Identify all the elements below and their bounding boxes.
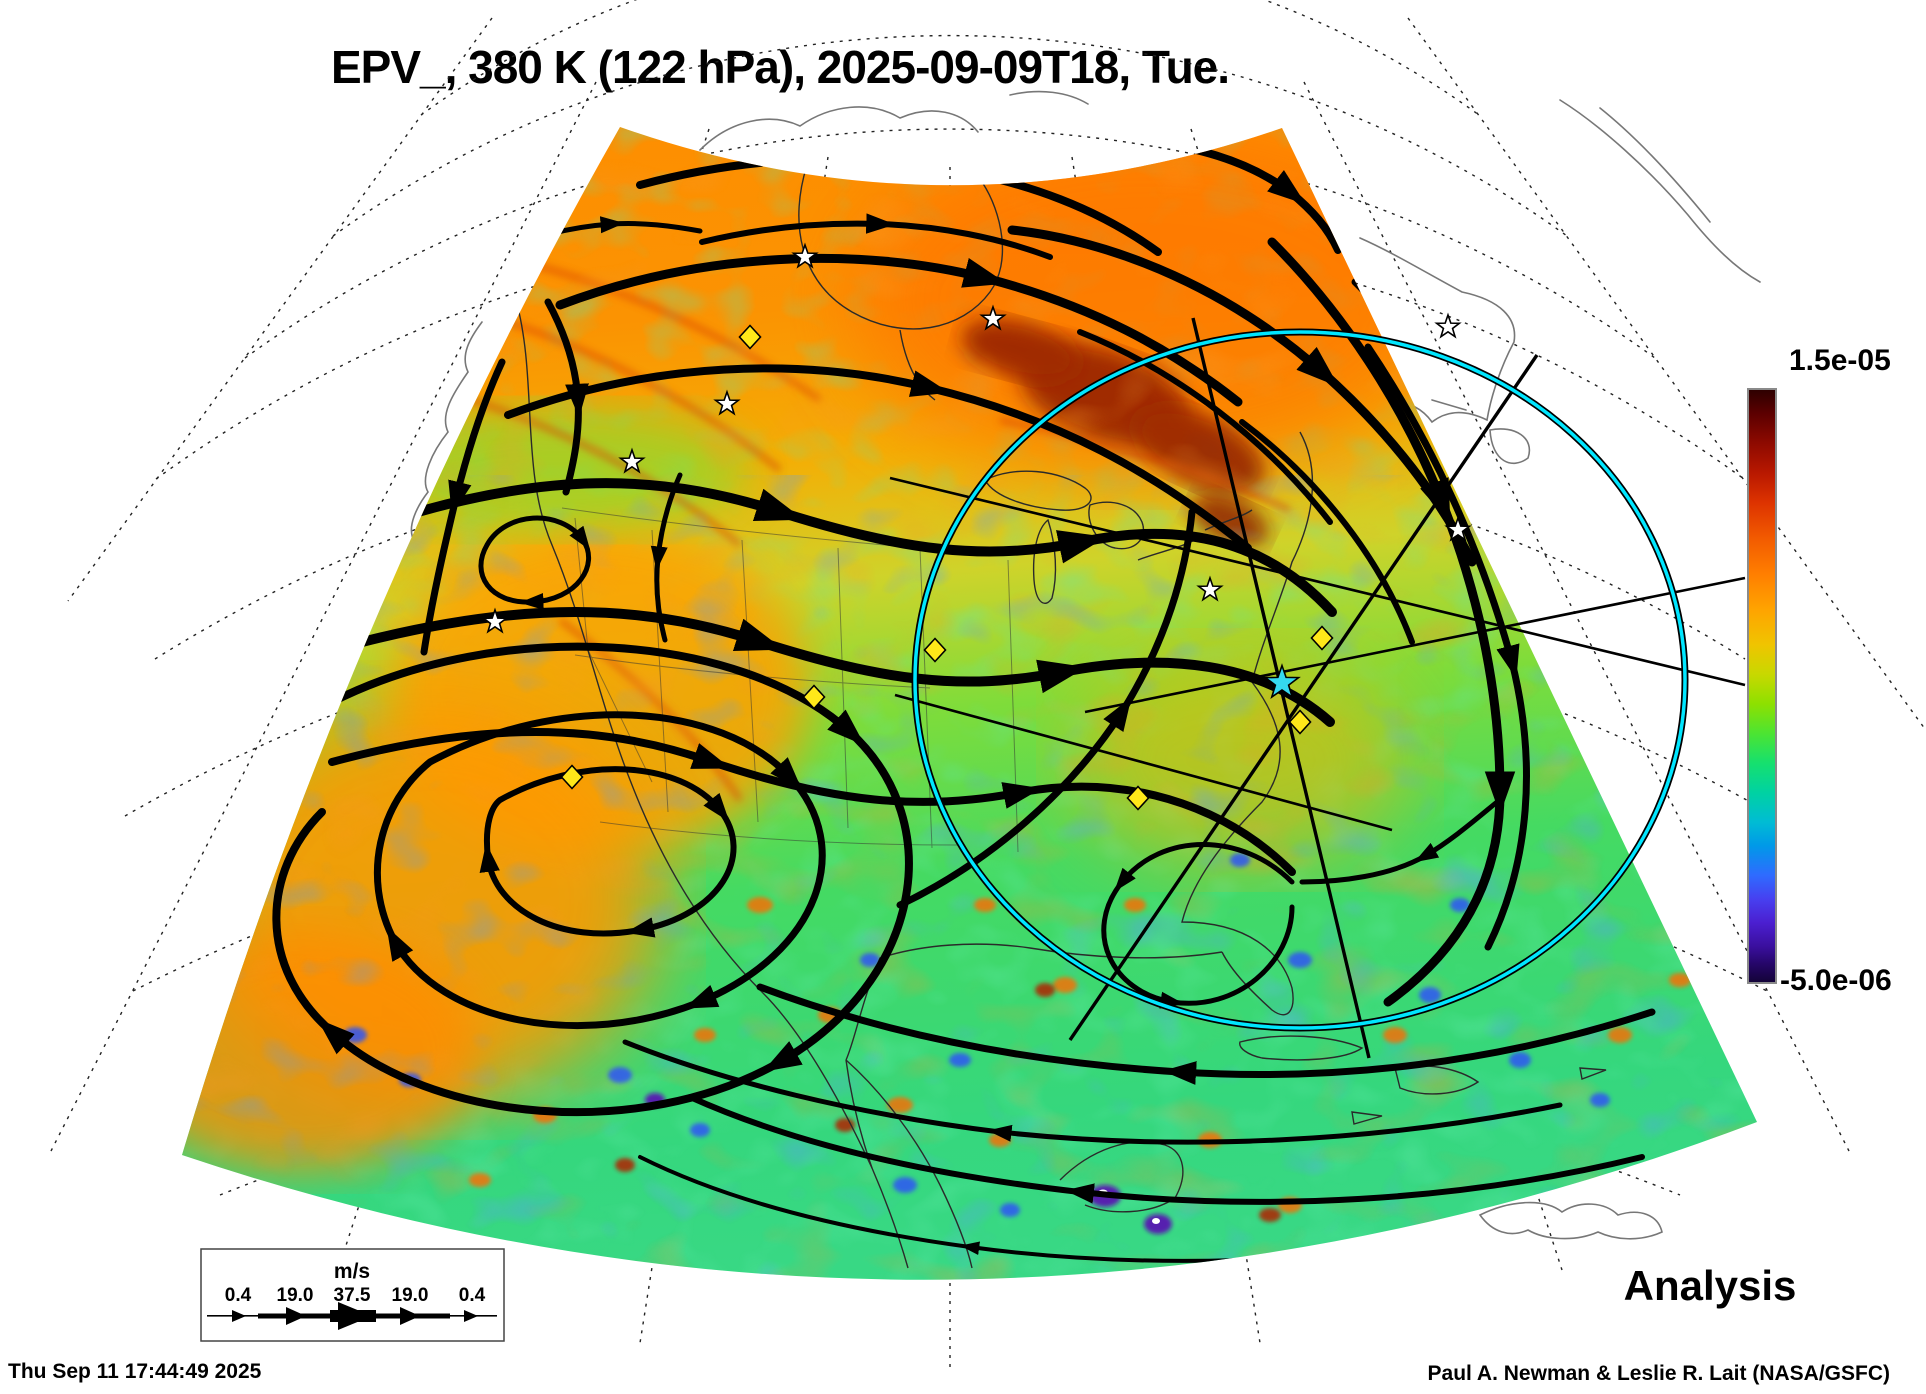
wind-speed-legend: m/s 0.4 19.0 37.5 19.0 0.4 — [200, 1248, 505, 1342]
legend-box — [200, 1248, 505, 1342]
colorbar — [1747, 388, 1777, 984]
station-star-marker — [1435, 314, 1461, 338]
render-timestamp: Thu Sep 11 17:44:49 2025 — [8, 1360, 262, 1383]
page-title: EPV_, 380 K (122 hPa), 2025-09-09T18, Tu… — [330, 41, 1230, 93]
credit-line: Paul A. Newman & Leslie R. Lait (NASA/GS… — [1427, 1362, 1890, 1385]
legend-tick-0: 0.4 — [225, 1285, 252, 1306]
range-circle — [911, 328, 1689, 1032]
legend-tick-1: 19.0 — [277, 1285, 314, 1306]
colorbar-min-label: -5.0e-06 — [1780, 964, 1892, 997]
legend-tick-2: 37.5 — [334, 1285, 371, 1306]
legend-units-label: m/s — [334, 1260, 370, 1283]
colorbar-max-label: 1.5e-05 — [1789, 344, 1891, 377]
epv-color-field — [182, 127, 1757, 1280]
legend-arrow-glyph — [207, 1302, 497, 1330]
analysis-label: Analysis — [1623, 1262, 1797, 1309]
legend-tick-3: 19.0 — [392, 1285, 429, 1306]
legend-tick-4: 0.4 — [459, 1285, 486, 1306]
